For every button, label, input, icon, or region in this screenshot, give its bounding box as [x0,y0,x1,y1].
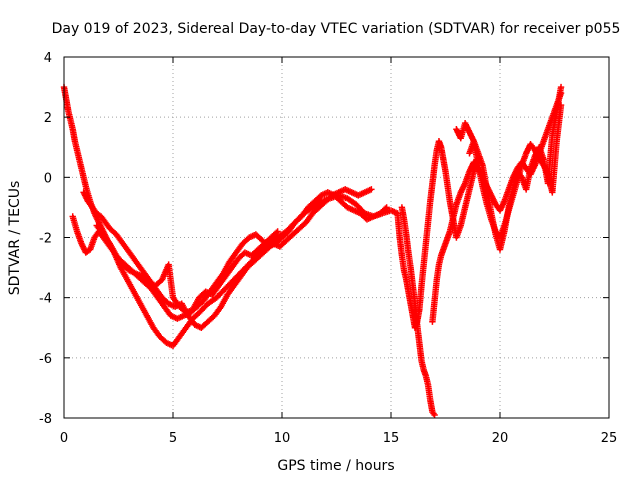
series-track [93,222,281,316]
x-axis-label: GPS time / hours [277,458,394,474]
x-tick-label: 0 [60,431,68,446]
grid-lines [64,57,609,418]
y-tick-label: -2 [39,232,52,247]
series-track [80,186,375,331]
data-point [273,229,280,236]
x-tick-label: 10 [274,431,291,446]
y-axis-label: SDTVAR / TECUs [7,181,23,296]
data-point [368,186,375,193]
series-track [466,101,565,241]
y-tick-label: -8 [39,412,52,427]
data-point [431,411,438,419]
chart-title: Day 019 of 2023, Sidereal Day-to-day VTE… [52,21,621,37]
data-point [557,83,565,91]
y-tick-label: 4 [44,51,52,66]
y-tick-label: -6 [39,352,52,367]
x-tick-label: 20 [492,431,509,446]
data-points [60,83,565,419]
data-point [557,101,565,109]
y-tick-label: 2 [44,111,52,126]
data-point [383,204,390,211]
axis-ticks: 0 5 10 15 20 25 -8 -6 -4 -2 0 2 4 [39,51,617,446]
x-tick-label: 5 [169,431,177,446]
data-point [382,205,389,212]
y-tick-label: 0 [44,171,52,186]
x-tick-label: 25 [601,431,618,446]
x-tick-label: 15 [383,431,400,446]
data-point [274,228,281,235]
y-tick-label: -4 [39,292,52,307]
